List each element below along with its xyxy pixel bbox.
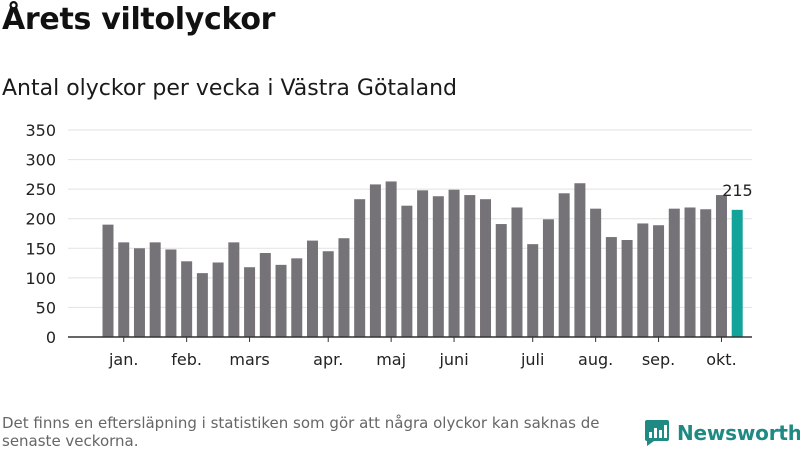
bar — [118, 242, 130, 337]
bar — [275, 264, 287, 337]
newsworthy-logo: Newsworthy — [644, 419, 800, 447]
x-tick-label-feb: feb. — [171, 350, 202, 369]
x-tick-label-apr: apr. — [313, 350, 343, 369]
x-tick-label-maj: maj — [376, 350, 406, 369]
bar — [432, 196, 444, 337]
bar — [196, 273, 208, 337]
bar — [244, 267, 256, 337]
y-tick-label-100: 100 — [25, 269, 56, 288]
chart-title: Årets viltolyckor — [2, 2, 276, 37]
bar-chart: 0 50 100 150 200 250 300 350 jan. feb. mars apr. maj… — [25, 121, 753, 369]
bar — [637, 223, 649, 337]
bar — [401, 205, 413, 337]
y-tick-label-150: 150 — [25, 239, 56, 258]
bar — [605, 237, 617, 337]
bar — [480, 199, 492, 337]
bar — [511, 207, 523, 337]
x-tick-label-mars: mars — [229, 350, 269, 369]
y-tick-label-300: 300 — [25, 151, 56, 170]
bar — [684, 207, 696, 337]
bar — [448, 189, 460, 337]
x-tick-label-sep: sep. — [642, 350, 675, 369]
chart-subtitle: Antal olyckor per vecka i Västra Götalan… — [2, 76, 458, 101]
y-tick-label-0: 0 — [46, 328, 56, 347]
x-tick-label-juni: juni — [438, 350, 468, 369]
bar — [621, 240, 633, 337]
bar — [558, 193, 570, 337]
x-tick-label-aug: aug. — [578, 350, 613, 369]
newsworthy-chart-icon — [645, 420, 669, 446]
bar — [417, 190, 429, 337]
bar — [653, 225, 665, 337]
bar — [495, 224, 507, 337]
bar — [322, 251, 334, 337]
bar — [369, 184, 381, 337]
x-tick-label-okt: okt. — [706, 350, 736, 369]
data-label-highlight: 215 — [722, 181, 753, 200]
bar — [542, 219, 554, 337]
bar — [338, 238, 350, 337]
bar-highlight — [731, 209, 743, 337]
footnote: Det finns en eftersläpning i statistiken… — [2, 414, 600, 450]
bar — [181, 261, 193, 337]
y-tick-label-350: 350 — [25, 121, 56, 140]
y-tick-label-250: 250 — [25, 180, 56, 199]
bar — [464, 195, 476, 337]
bar — [700, 209, 712, 337]
bar — [306, 240, 318, 337]
bar — [590, 208, 602, 337]
bar — [574, 183, 586, 337]
bar — [668, 208, 680, 337]
bar — [133, 248, 145, 337]
bar — [385, 181, 397, 337]
bar — [149, 242, 161, 337]
newsworthy-brand-name: Newsworthy — [677, 421, 800, 445]
bar — [259, 253, 271, 337]
bar — [715, 195, 727, 337]
y-tick-label-200: 200 — [25, 210, 56, 229]
bar — [354, 199, 366, 337]
bar — [102, 224, 114, 337]
bar — [291, 258, 303, 337]
bar — [228, 242, 240, 337]
bar — [165, 249, 177, 337]
x-tick-label-jan: jan. — [108, 350, 138, 369]
x-tick-label-juli: juli — [520, 350, 544, 369]
bar — [527, 244, 539, 337]
bar — [212, 262, 224, 337]
y-tick-label-50: 50 — [36, 298, 56, 317]
